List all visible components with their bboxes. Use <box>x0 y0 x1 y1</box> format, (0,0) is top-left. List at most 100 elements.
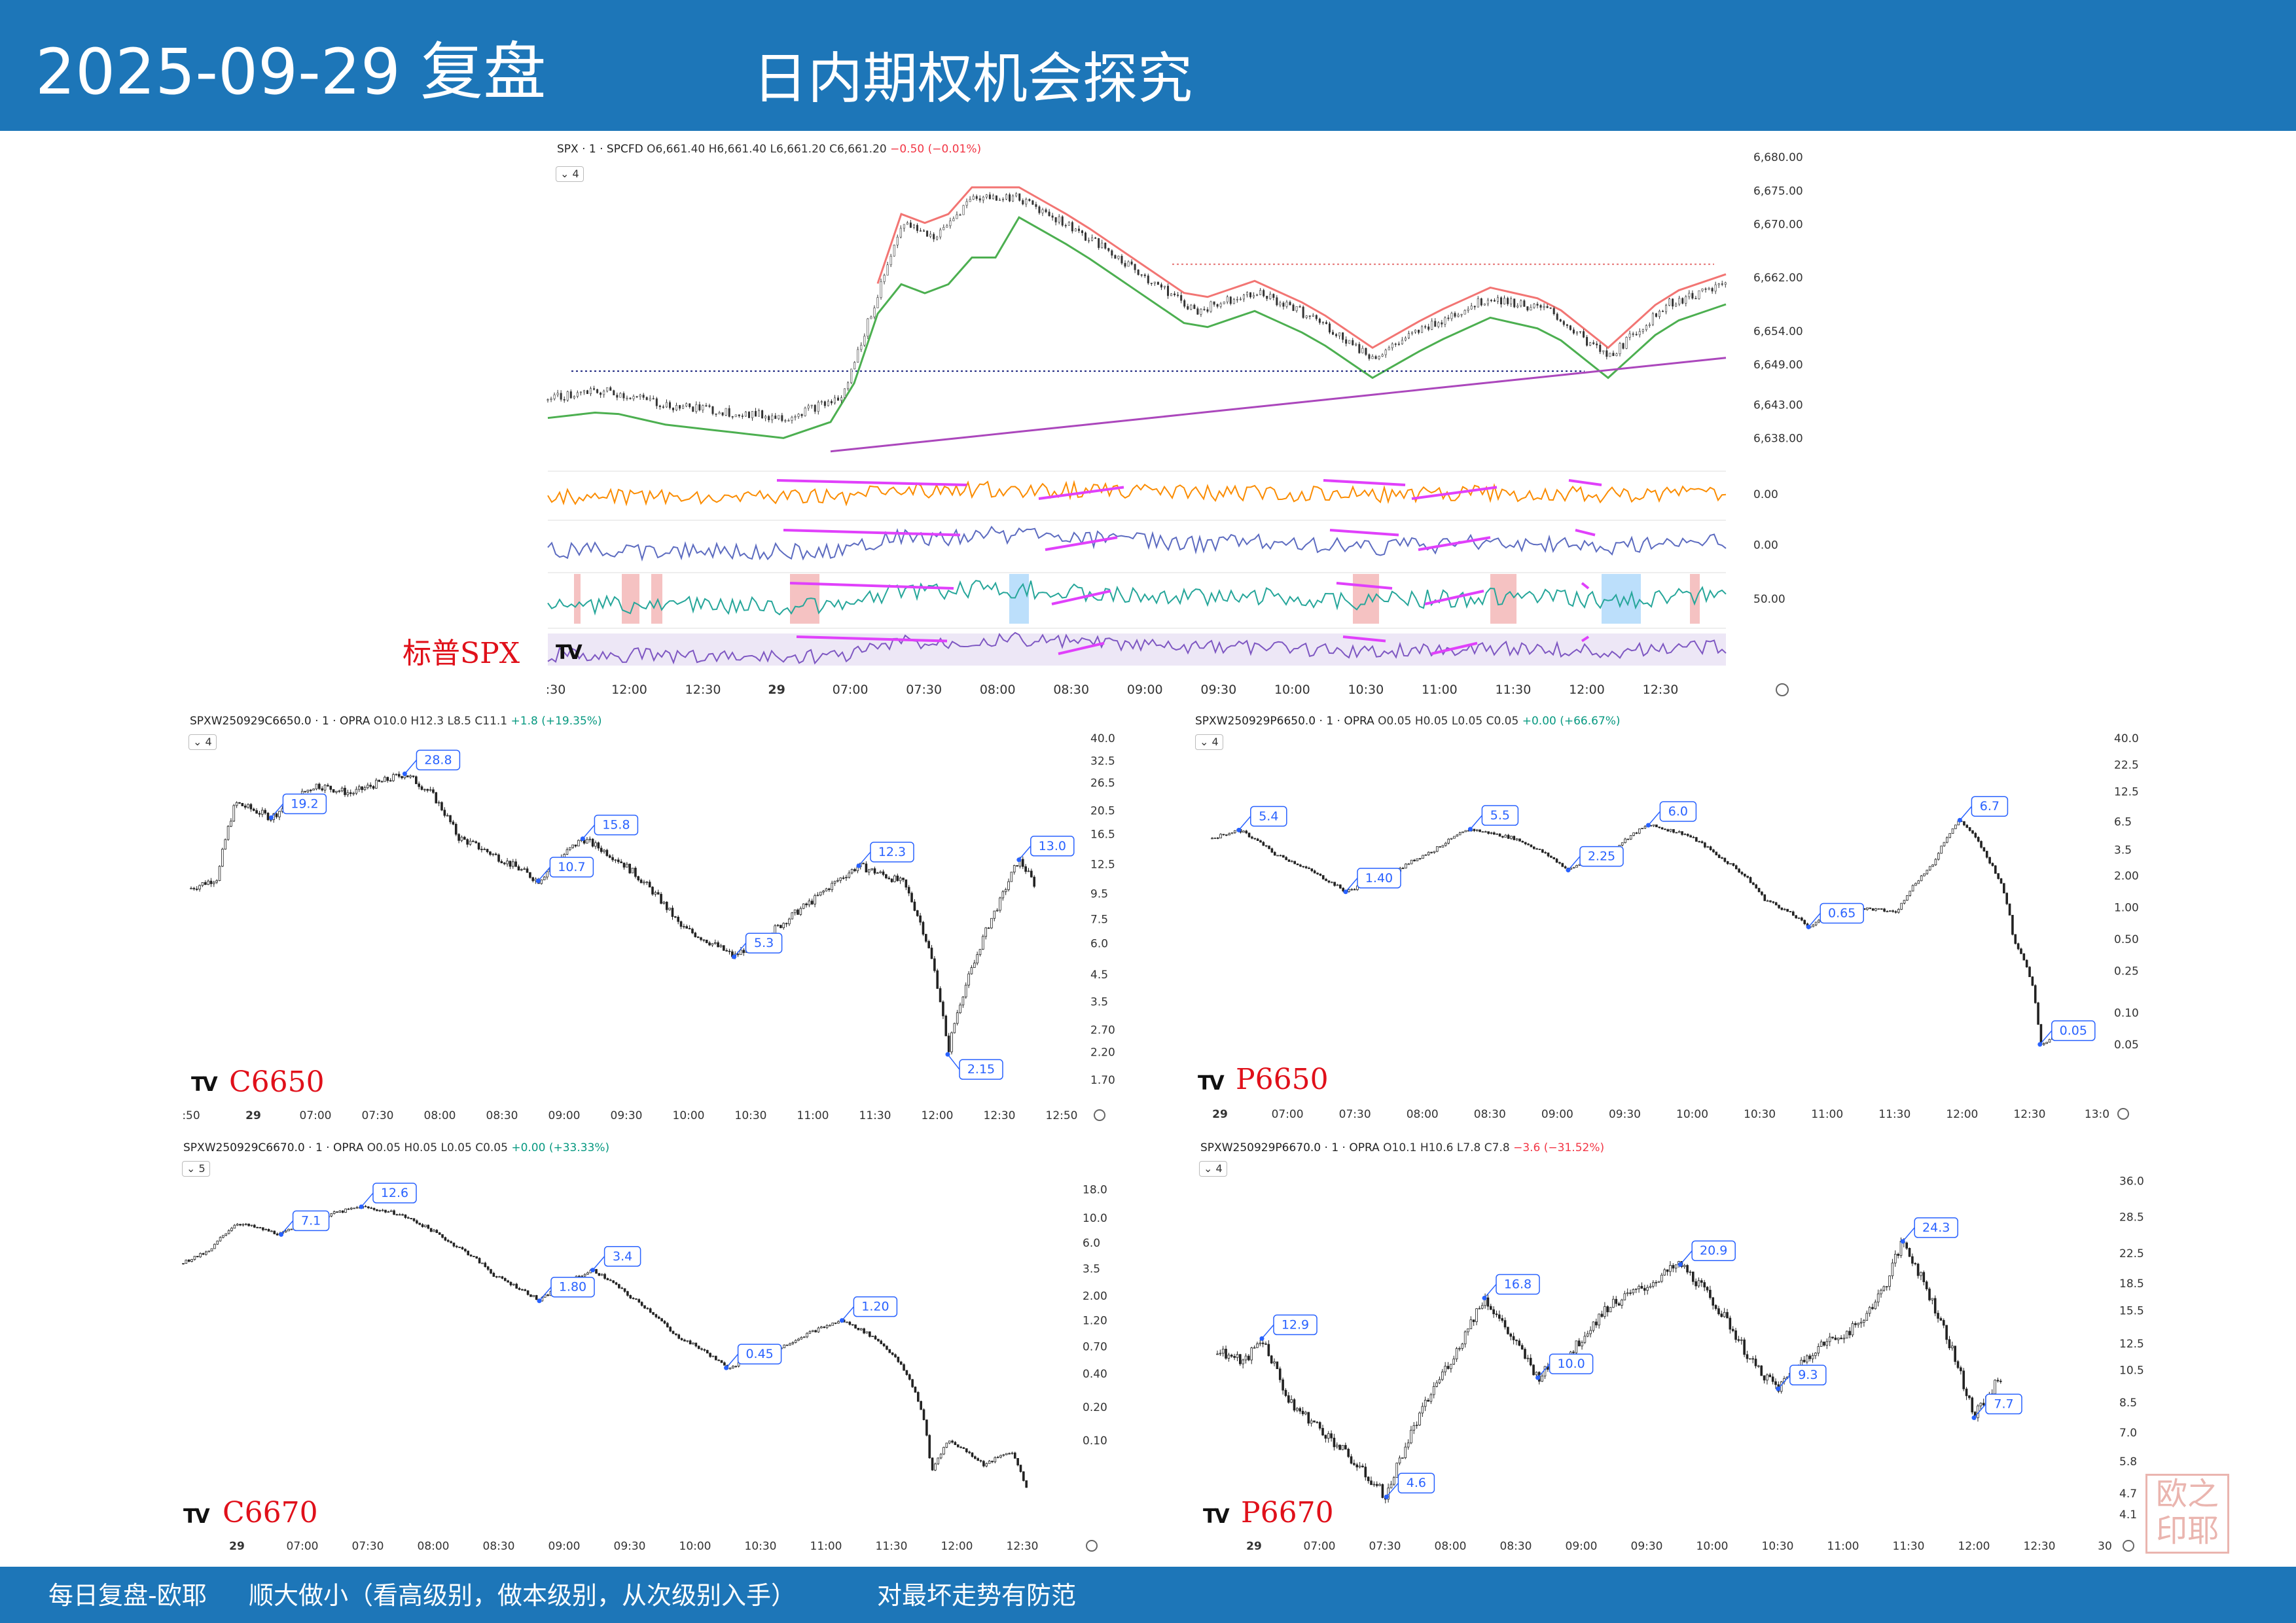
candle-body <box>437 802 440 804</box>
chart-settings-icon[interactable] <box>1086 1540 1098 1552</box>
candle-body <box>1253 838 1257 840</box>
candle-body <box>908 1374 911 1380</box>
callout-box[interactable] <box>549 857 594 878</box>
candle-body <box>797 1338 800 1341</box>
candle-body <box>605 849 609 856</box>
callout-box[interactable] <box>1914 1217 1958 1238</box>
c6650-indicator-toggle[interactable]: ⌄ 4 <box>188 734 217 750</box>
callout-box[interactable] <box>870 842 914 863</box>
candle-body <box>515 1283 518 1289</box>
x-tick-label: 07:00 <box>1304 1540 1336 1553</box>
candle-body <box>1111 250 1113 256</box>
candle-body <box>1287 1395 1290 1403</box>
candle-body <box>679 405 681 409</box>
candle-body <box>1965 825 1969 828</box>
c6670-indicator-toggle[interactable]: ⌄ 5 <box>182 1161 210 1177</box>
callout-box[interactable] <box>1579 846 1624 867</box>
chart-settings-icon[interactable] <box>1776 683 1789 696</box>
candle-body <box>723 945 725 951</box>
candle-body <box>1732 863 1735 866</box>
callout-box[interactable] <box>1691 1240 1736 1261</box>
candle-body <box>778 415 780 419</box>
callout-box[interactable] <box>1549 1353 1594 1374</box>
callout-box[interactable] <box>594 814 639 836</box>
callout-box[interactable] <box>550 1276 595 1298</box>
candle-body <box>182 1263 185 1264</box>
callout-box[interactable] <box>959 1059 1003 1080</box>
spx-chart-panel[interactable]: 6,680.00 6,675.00 6,670.00 6,662.00 6,654.00… <box>546 137 1824 700</box>
callout-box[interactable] <box>1481 805 1519 826</box>
callout-box[interactable] <box>1397 1472 1435 1493</box>
candle-body <box>1253 295 1255 298</box>
callout-box[interactable] <box>2051 1020 2096 1041</box>
candle-body <box>2034 985 2037 1003</box>
candle-body <box>800 414 803 416</box>
candle-body <box>261 810 264 815</box>
callout-box[interactable] <box>282 793 327 815</box>
spx-indicator-toggle[interactable]: ⌄ 4 <box>556 166 584 182</box>
callout-box[interactable] <box>1357 868 1401 889</box>
callout-box[interactable] <box>1496 1274 1540 1295</box>
candle-body <box>239 1224 242 1226</box>
candle-body <box>1200 309 1202 315</box>
callout-box[interactable] <box>1250 806 1287 827</box>
candle-body <box>1177 294 1179 296</box>
callout-box[interactable] <box>1273 1314 1318 1336</box>
callout-box[interactable] <box>1820 902 1864 924</box>
c6670-chart-canvas[interactable]: 18.010.06.03.52.001.200.700.400.200.1029… <box>178 1132 1134 1558</box>
chart-settings-icon[interactable] <box>2117 1108 2129 1120</box>
c6650-chart-canvas[interactable]: 40.032.526.520.516.512.59.57.56.04.53.52… <box>178 707 1134 1126</box>
callout-box[interactable] <box>372 1183 417 1204</box>
p6670-indicator-toggle[interactable]: ⌄ 4 <box>1199 1161 1227 1177</box>
callout-box[interactable] <box>416 749 461 771</box>
y-tick-label: 4.5 <box>1090 969 1108 982</box>
p6650-chart-panel[interactable]: 40.0 22.5 12.5 6.5 3.5 2.00 1.00 0.50 0.25 0.10 0.… <box>1186 707 2142 1126</box>
candle-body <box>1203 309 1206 310</box>
p6670-chart-panel[interactable]: 36.0 28.5 22.5 18.5 15.5 12.5 10.5 8.5 7.0 5.8 4.7… <box>1191 1132 2147 1558</box>
p6650-indicator-toggle[interactable]: ⌄ 4 <box>1195 734 1223 750</box>
candle-body <box>433 1230 435 1232</box>
candle-body <box>859 1328 863 1330</box>
y-tick-label: 0.25 <box>2114 965 2139 978</box>
candle-body <box>1868 1307 1871 1314</box>
candle-body <box>656 892 660 895</box>
x-tick-label: 08:30 <box>1500 1540 1532 1553</box>
candle-body <box>1455 1348 1458 1359</box>
candle-body <box>618 1284 620 1289</box>
candle-body <box>719 945 723 948</box>
callout-box[interactable] <box>737 1344 782 1364</box>
callout-box[interactable] <box>1030 836 1075 857</box>
spx-chart-canvas[interactable]: 6,680.006,675.006,670.006,662.006,654.00… <box>546 137 1824 700</box>
divergence-mark <box>1051 590 1111 605</box>
c6670-chart-panel[interactable]: 18.0 10.0 6.0 3.5 2.00 1.20 0.70 0.40 0.20 0.10 29… <box>178 1132 1134 1558</box>
callout-box[interactable] <box>1659 801 1697 822</box>
candle-body <box>785 923 788 925</box>
candle-body <box>484 1262 487 1267</box>
callout-box[interactable] <box>603 1246 641 1267</box>
callout-box[interactable] <box>292 1210 330 1232</box>
candle-body <box>1721 283 1723 285</box>
p6650-change: +0.00 (+66.67%) <box>1522 715 1621 728</box>
callout-box[interactable] <box>745 933 783 954</box>
candle-body <box>404 1214 407 1218</box>
chart-settings-icon[interactable] <box>2123 1540 2134 1552</box>
candle-body <box>720 1360 723 1363</box>
chart-settings-icon[interactable] <box>1094 1109 1105 1121</box>
signal-bar <box>651 574 662 624</box>
c6650-chart-panel[interactable]: 40.0 32.5 26.5 20.5 16.5 12.5 9.5 7.5 6.0 4.5 3.5 2… <box>178 707 1134 1126</box>
candle-body <box>848 872 851 878</box>
candle-body <box>581 1275 584 1277</box>
candle-body <box>906 223 908 225</box>
p6650-chart-canvas[interactable]: 40.022.512.56.53.52.001.000.500.250.100.… <box>1186 707 2142 1126</box>
candle-body <box>1726 1311 1729 1319</box>
candle-body <box>639 880 643 883</box>
candle-body <box>649 398 651 401</box>
candle-body <box>634 868 637 877</box>
p6670-chart-canvas[interactable]: 36.028.522.518.515.512.510.58.57.05.84.7… <box>1191 1132 2147 1558</box>
candle-body <box>1256 838 1259 841</box>
callout-box[interactable] <box>1971 796 2009 817</box>
callout-box[interactable] <box>1985 1393 2022 1415</box>
candle-body <box>1361 1465 1364 1467</box>
callout-box[interactable] <box>1789 1364 1827 1385</box>
callout-box[interactable] <box>853 1296 898 1317</box>
